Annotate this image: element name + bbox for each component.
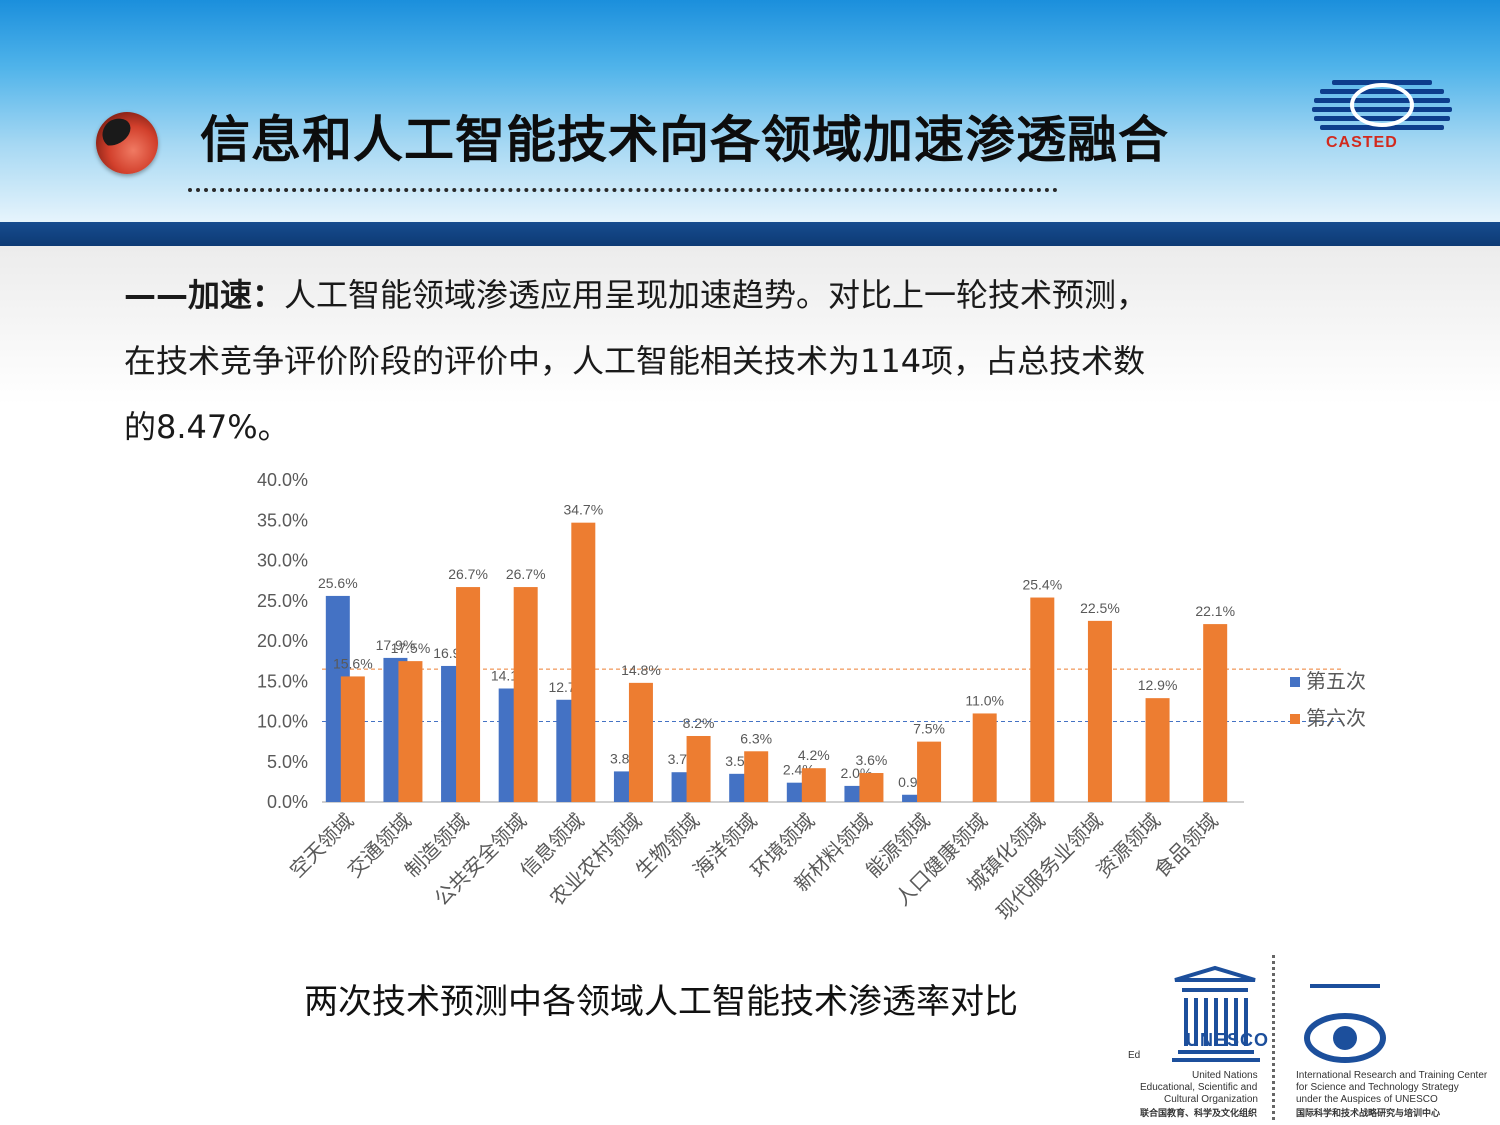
y-tick-label: 5.0%	[267, 752, 308, 772]
y-tick-label: 25.0%	[257, 591, 308, 611]
header-background	[0, 0, 1500, 222]
data-label: 25.6%	[318, 575, 358, 591]
bar-series6	[398, 661, 423, 802]
irtc-line-1: International Research and Training Cent…	[1296, 1070, 1488, 1081]
header-band	[0, 222, 1500, 246]
bar-series6	[456, 587, 481, 802]
irtc-chinese: 国际科学和技术战略研究与培训中心	[1296, 1108, 1441, 1118]
category-label: 现代服务业领域	[992, 809, 1108, 925]
bar-series6	[859, 773, 884, 802]
y-tick-label: 10.0%	[257, 712, 308, 732]
bar-series6	[1030, 597, 1055, 802]
bar-series6	[801, 768, 826, 802]
data-label: 3.6%	[855, 752, 887, 768]
bar-series6	[972, 713, 997, 802]
irtc-line-3: under the Auspices of UNESCO	[1296, 1094, 1438, 1105]
footer-ed: Ed	[1128, 1050, 1141, 1061]
y-tick-label: 15.0%	[257, 671, 308, 691]
chart-caption: 两次技术预测中各领域人工智能技术渗透率对比	[304, 982, 1018, 1022]
title-bullet-icon	[96, 112, 158, 174]
unesco-word: UNESCO	[1186, 1030, 1270, 1050]
data-label: 12.9%	[1138, 677, 1178, 693]
data-label: 26.7%	[506, 566, 546, 582]
paragraph-line-1: 人工智能领域渗透应用呈现加速趋势。对比上一轮技术预测，	[284, 276, 1149, 314]
data-label: 14.8%	[621, 662, 661, 678]
un-line-3: Cultural Organization	[1164, 1094, 1258, 1105]
data-label: 22.5%	[1080, 600, 1120, 616]
y-tick-label: 20.0%	[257, 631, 308, 651]
bar-series6	[513, 587, 538, 802]
data-label: 25.4%	[1022, 577, 1062, 593]
data-label: 22.1%	[1195, 603, 1235, 619]
bar-series6	[1203, 624, 1228, 802]
body-paragraph: ——加速：人工智能领域渗透应用呈现加速趋势。对比上一轮技术预测， 在技术竞争评价…	[124, 262, 1324, 460]
data-label: 34.7%	[563, 502, 603, 518]
un-line-2: Educational, Scientific and	[1140, 1082, 1258, 1093]
data-label: 6.3%	[740, 730, 772, 746]
data-label: 17.5%	[391, 640, 431, 656]
data-label: 4.2%	[798, 747, 830, 763]
y-tick-label: 30.0%	[257, 551, 308, 571]
bar-chart: 0.0% 5.0% 10.0% 15.0% 20.0% 25.0% 30.0% 35.0% 40…	[257, 470, 1366, 925]
data-label: 8.2%	[683, 715, 715, 731]
bar-series6	[1087, 620, 1112, 802]
casted-logo-text: CASTED	[1326, 134, 1398, 151]
paragraph-line-2: 在技术竞争评价阶段的评价中，人工智能相关技术为114项，占总技术数	[124, 342, 1146, 380]
un-line-1: United Nations	[1192, 1070, 1258, 1081]
data-label: 26.7%	[448, 566, 488, 582]
y-tick-label: 35.0%	[257, 510, 308, 530]
y-tick-label: 40.0%	[257, 470, 308, 490]
data-label: 11.0%	[965, 692, 1004, 708]
legend-label: 第六次	[1306, 706, 1366, 730]
data-label: 15.6%	[333, 655, 373, 671]
legend-swatch	[1290, 677, 1300, 687]
bar-series6	[744, 751, 769, 802]
bar-series6	[340, 676, 365, 802]
category-label: 食品领域	[1149, 809, 1223, 883]
bar-series6	[686, 735, 711, 802]
footer-divider	[1272, 955, 1275, 1120]
data-label: 17.9%	[376, 637, 416, 653]
y-tick-label: 0.0%	[267, 792, 308, 812]
legend-swatch	[1290, 714, 1300, 724]
legend-label: 第五次	[1306, 669, 1366, 693]
irtc-line-2: for Science and Technology Strategy	[1296, 1082, 1459, 1093]
bar-series6	[917, 741, 942, 802]
un-chinese: 联合国教育、科学及文化组织	[1140, 1108, 1258, 1118]
casted-logo-icon	[1312, 80, 1452, 130]
bar-series6	[1145, 698, 1170, 802]
bar-series6	[571, 522, 596, 802]
title-divider	[188, 188, 1058, 192]
bar-series5	[902, 794, 927, 802]
paragraph-lead: ——加速：	[124, 276, 285, 314]
data-label: 7.5%	[913, 721, 945, 737]
slide-title: 信息和人工智能技术向各领域加速渗透融合	[200, 111, 1169, 169]
paragraph-line-3: 的8.47%。	[124, 408, 290, 446]
bar-series6	[628, 682, 653, 802]
unesco-logo-icon	[1172, 965, 1386, 1063]
